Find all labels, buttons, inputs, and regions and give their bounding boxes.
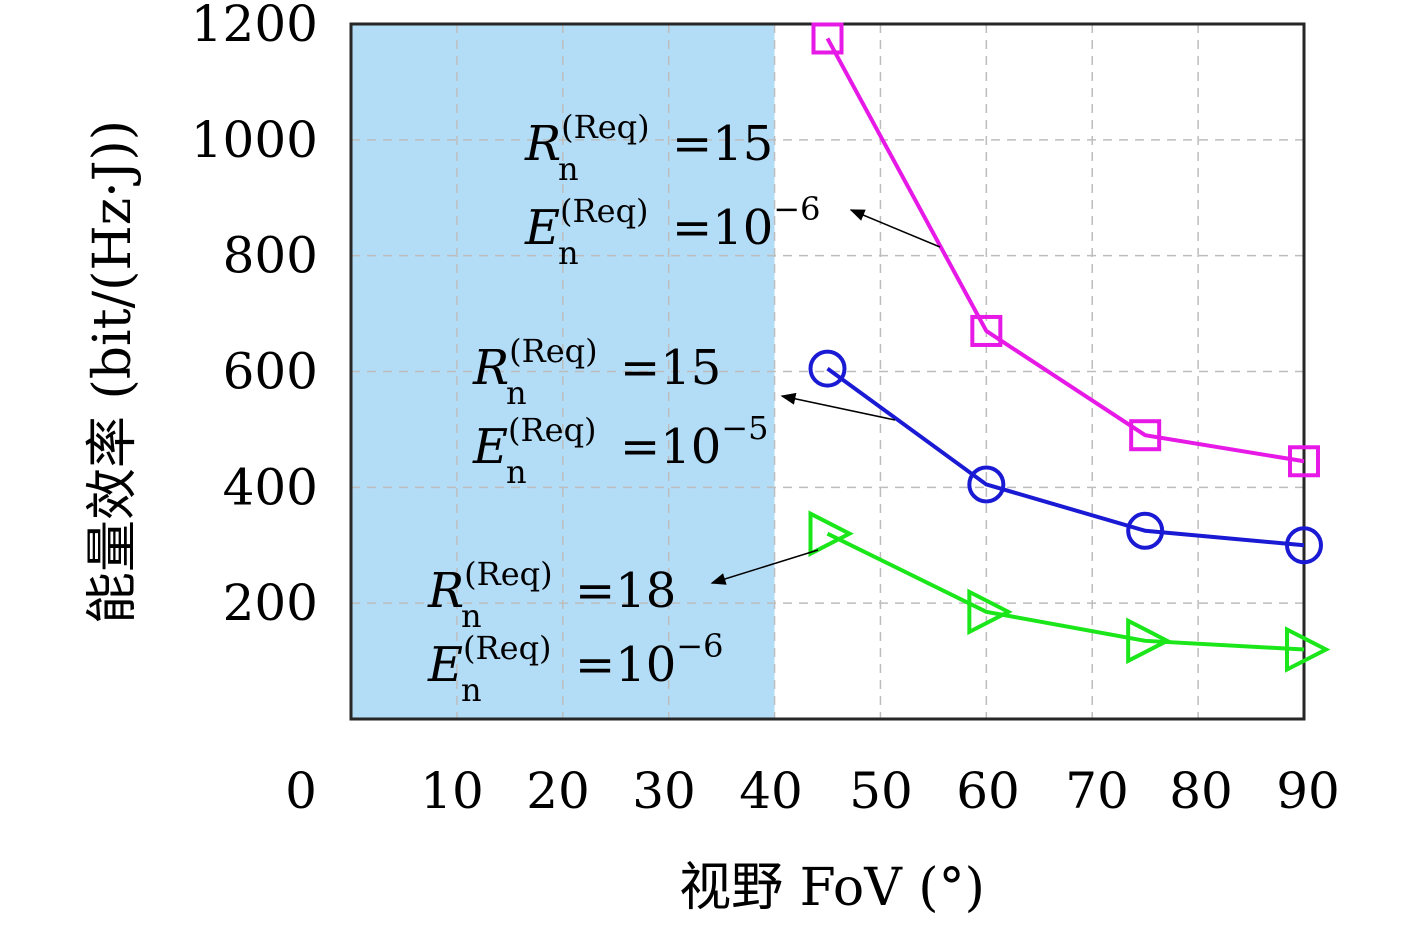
- x-tick-label: 20: [526, 762, 590, 820]
- x-tick-label: 10: [420, 762, 484, 820]
- marker-square: [1129, 419, 1162, 452]
- annotation-1-rate: R(Req) n =15: [524, 108, 773, 188]
- x-tick-label: 30: [632, 762, 696, 820]
- annotation-3: R(Req) n =18 E(Req) n =10−6: [427, 549, 819, 709]
- marker-square: [970, 314, 1003, 347]
- x-tick-label: 60: [956, 762, 1020, 820]
- annotation-2-arrow: [780, 392, 896, 421]
- y-tick-label: 800: [223, 227, 318, 285]
- y-tick-label: 1000: [191, 111, 318, 169]
- annotation-2-rate: R(Req) n =15: [472, 332, 721, 412]
- annotation-1-arrow: [849, 209, 941, 248]
- y-tick-label: 1200: [191, 0, 318, 53]
- y-tick-label: 200: [223, 574, 318, 632]
- marker-circle: [1126, 511, 1165, 550]
- annotation-1: R(Req) n =15 E(Req) n =10−6: [524, 108, 941, 272]
- annotation-3-energy: E(Req) n =10−6: [427, 627, 723, 709]
- series-line-circle: [826, 366, 1305, 548]
- x-tick-label: 70: [1065, 762, 1129, 820]
- annotation-2-energy: E(Req) n =10−5: [472, 409, 768, 491]
- y-tick-label: 600: [223, 343, 318, 401]
- annotation-1-energy: E(Req) n =10−6: [524, 190, 820, 272]
- marker-triangle: [1126, 617, 1172, 665]
- x-tick-label: 90: [1276, 762, 1340, 820]
- marker-circle: [1285, 526, 1323, 565]
- series-group: [808, 22, 1331, 673]
- y-axis-title: 能量效率 (bit/(Hz·J)): [83, 120, 143, 624]
- annotation-3-rate: R(Req) n =18: [427, 555, 676, 635]
- marker-square: [811, 22, 844, 55]
- marker-triangle: [1285, 626, 1331, 673]
- annotation-3-arrow: [710, 549, 819, 585]
- x-tick-label: 40: [739, 762, 803, 820]
- marker-circle: [967, 465, 1006, 504]
- marker-circle: [808, 349, 847, 388]
- marker-triangle: [967, 588, 1013, 636]
- x-tick-label: 80: [1169, 762, 1233, 820]
- x-tick-label: 0: [285, 762, 317, 820]
- annotation-2: R(Req) n =15 E(Req) n =10−5: [472, 332, 896, 491]
- x-axis-title: 视野 FoV (°): [679, 858, 985, 918]
- x-tick-label: 50: [849, 762, 913, 820]
- marker-square: [1288, 445, 1320, 478]
- series-line-square: [825, 37, 1305, 464]
- series-line-triangle-right: [826, 531, 1305, 652]
- x-ticks: 0 10 20 30 40 50 60 70 80 90: [285, 762, 1340, 820]
- marker-triangle: [808, 510, 854, 557]
- y-ticks: 200 400 600 800 1000 1200: [191, 0, 318, 632]
- y-tick-label: 400: [223, 458, 318, 516]
